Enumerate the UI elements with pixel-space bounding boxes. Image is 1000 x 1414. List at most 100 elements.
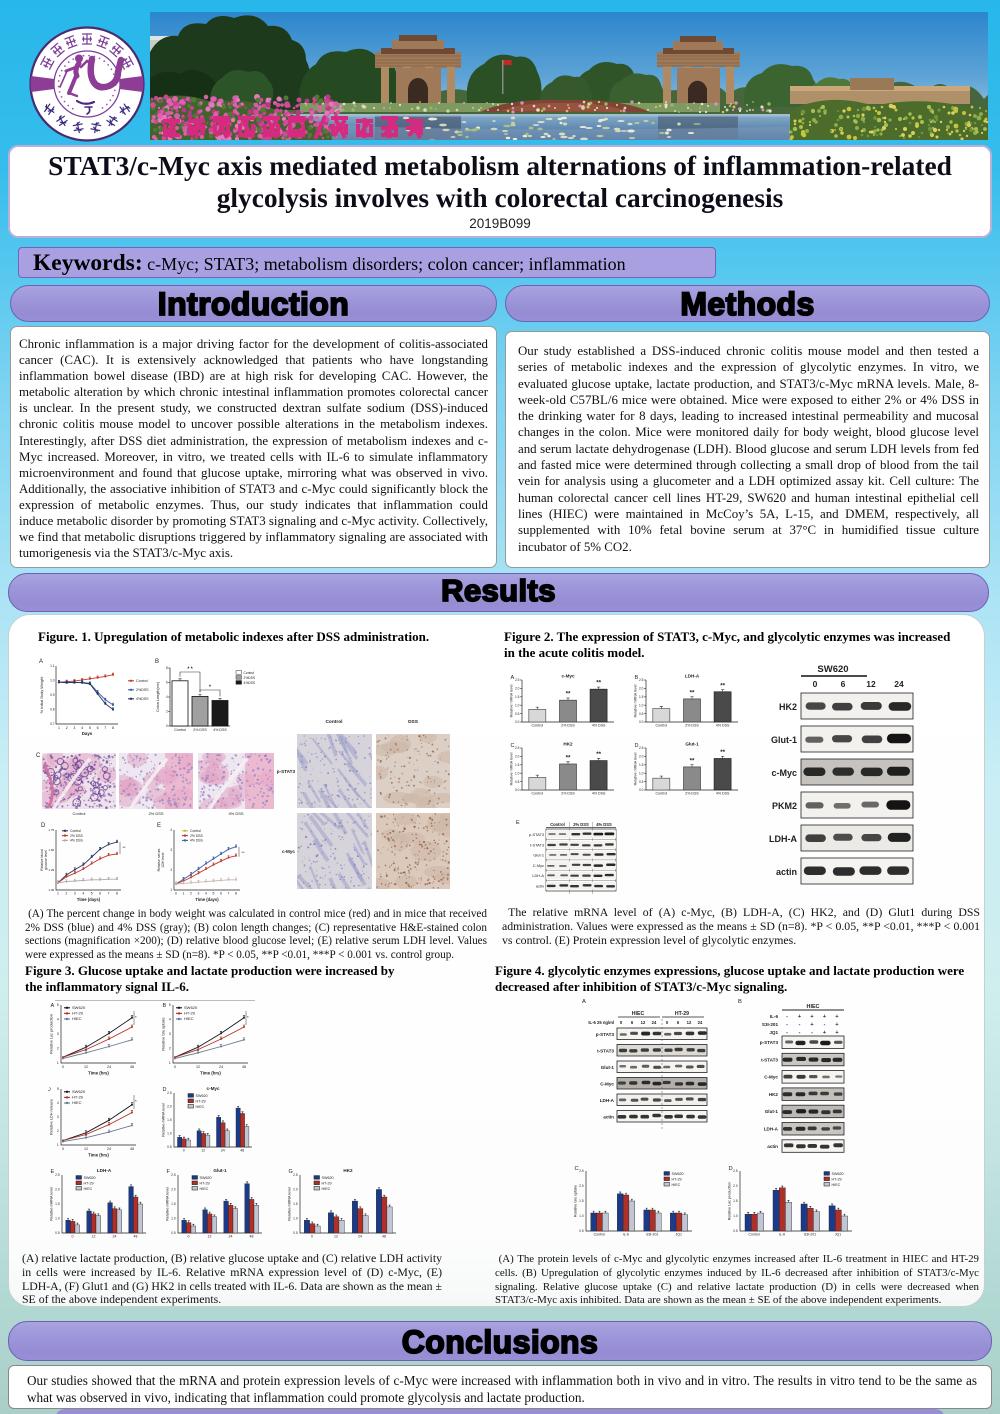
svg-text:2: 2 (169, 1047, 171, 1051)
svg-text:SW620: SW620 (817, 664, 848, 675)
svg-text:C-Myc: C-Myc (533, 863, 544, 868)
svg-text:Relative Glu uptake: Relative Glu uptake (162, 1017, 166, 1050)
svg-text:Relative mRNA level: Relative mRNA level (162, 1103, 166, 1137)
svg-text:t-STAT3: t-STAT3 (597, 1049, 614, 1054)
svg-text:12: 12 (84, 1147, 88, 1151)
svg-text:SW620: SW620 (196, 1094, 208, 1098)
svg-text:24: 24 (113, 1234, 117, 1238)
svg-text:0.5: 0.5 (579, 1229, 584, 1233)
svg-text:3: 3 (170, 848, 172, 852)
svg-text:1.00: 1.00 (48, 888, 54, 892)
svg-text:48: 48 (242, 1065, 246, 1069)
svg-text:1.5: 1.5 (167, 1118, 172, 1122)
svg-text:Glut-1: Glut-1 (213, 1168, 227, 1173)
svg-text:actin: actin (776, 867, 797, 877)
svg-text:12: 12 (641, 1020, 646, 1025)
svg-text:HIEC: HIEC (632, 1011, 645, 1017)
svg-text:t-STAT3: t-STAT3 (530, 842, 544, 847)
svg-text:1.0: 1.0 (639, 703, 644, 707)
svg-text:2.0: 2.0 (167, 1105, 172, 1109)
svg-text:3: 3 (57, 1115, 59, 1119)
svg-text:6: 6 (841, 679, 846, 689)
svg-text:HT-29: HT-29 (322, 1181, 332, 1185)
svg-text:p-STAT3: p-STAT3 (760, 1040, 779, 1045)
svg-text:c-Myc: c-Myc (206, 1086, 219, 1091)
svg-text:Glut-1: Glut-1 (685, 742, 699, 747)
svg-text:0.8: 0.8 (50, 708, 55, 712)
svg-text:12: 12 (687, 1020, 692, 1025)
svg-text:0: 0 (166, 724, 168, 728)
svg-text:4% DSS: 4% DSS (592, 792, 606, 796)
svg-text:3: 3 (198, 892, 200, 896)
svg-text:D: D (635, 743, 639, 749)
svg-text:6: 6 (99, 892, 101, 896)
svg-text:p-STAT3: p-STAT3 (529, 832, 544, 837)
svg-text:4% DSS: 4% DSS (190, 839, 204, 843)
svg-text:**: ** (690, 689, 695, 696)
svg-text:6: 6 (97, 726, 99, 730)
svg-text:24: 24 (698, 1020, 703, 1025)
svg-text:2% DSS: 2% DSS (573, 822, 589, 827)
svg-text:2.5: 2.5 (293, 1173, 298, 1177)
svg-text:Relative Lac production: Relative Lac production (50, 1014, 54, 1054)
svg-text:4: 4 (82, 892, 84, 896)
svg-text:48: 48 (240, 1148, 244, 1152)
svg-text:5: 5 (57, 1087, 59, 1091)
svg-text:Control: Control (73, 811, 86, 816)
svg-text:6: 6 (677, 1020, 680, 1025)
svg-text:48: 48 (382, 1234, 386, 1238)
svg-text:t-STAT3: t-STAT3 (761, 1057, 778, 1062)
svg-text:24: 24 (107, 1147, 111, 1151)
svg-text:0.5: 0.5 (733, 1229, 738, 1233)
svg-text:2.0: 2.0 (171, 1188, 176, 1192)
svg-text:HT-29: HT-29 (675, 1011, 689, 1017)
svg-text:C: C (511, 743, 515, 749)
svg-text:0: 0 (620, 1020, 623, 1025)
svg-text:Relative mRNA level: Relative mRNA level (510, 684, 514, 717)
svg-text:-: - (811, 1030, 813, 1036)
svg-text:IL-6: IL-6 (770, 1014, 779, 1019)
svg-text:E: E (51, 1169, 55, 1175)
svg-text:**: ** (566, 754, 571, 761)
svg-text:-: - (786, 1022, 788, 1028)
svg-text:Control: Control (594, 1232, 606, 1236)
svg-text:SW620: SW620 (672, 1172, 684, 1176)
svg-text:**: ** (566, 691, 571, 698)
svg-text:4: 4 (57, 1018, 59, 1022)
svg-text:E: E (516, 820, 520, 826)
svg-text:c-Myc: c-Myc (282, 849, 295, 854)
svg-text:2.0: 2.0 (293, 1188, 298, 1192)
svg-text:1: 1 (170, 888, 172, 892)
svg-text:1.25: 1.25 (48, 868, 54, 872)
svg-text:1.1: 1.1 (50, 664, 55, 668)
svg-text:2% DSS: 2% DSS (148, 811, 163, 816)
svg-text:0: 0 (666, 1020, 669, 1025)
svg-text:0.5: 0.5 (55, 1231, 60, 1235)
svg-text:2.5: 2.5 (639, 678, 644, 682)
svg-text:1.0: 1.0 (293, 1217, 298, 1221)
svg-text:Control: Control (656, 792, 668, 796)
svg-text:G: G (289, 1169, 293, 1175)
svg-text:4%DSS: 4%DSS (136, 697, 149, 701)
svg-text:**: ** (123, 845, 127, 850)
svg-text:Relative Lac production: Relative Lac production (728, 1182, 732, 1221)
svg-text:12: 12 (201, 1148, 205, 1152)
svg-text:1.5: 1.5 (515, 763, 520, 767)
svg-text:2.5: 2.5 (639, 746, 644, 750)
svg-text:0.5: 0.5 (515, 712, 520, 716)
svg-text:4% DSS: 4% DSS (716, 724, 730, 728)
svg-text:0: 0 (813, 679, 818, 689)
svg-text:HT-29: HT-29 (84, 1181, 94, 1185)
svg-text:HIEC: HIEC (807, 1004, 820, 1010)
svg-text:24: 24 (107, 1065, 111, 1069)
svg-text:Relative blood: Relative blood (40, 849, 44, 871)
svg-text:Days: Days (82, 731, 93, 736)
svg-text:Relative LDH release: Relative LDH release (50, 1099, 54, 1135)
svg-text:HT-29: HT-29 (672, 1177, 682, 1181)
svg-text:C-Myc: C-Myc (600, 1082, 614, 1087)
svg-text:2% DSS: 2% DSS (70, 834, 84, 838)
svg-text:LDH level: LDH level (161, 852, 165, 867)
svg-text:1.5: 1.5 (55, 1202, 60, 1206)
svg-text:2: 2 (170, 868, 172, 872)
svg-text:2.0: 2.0 (639, 687, 644, 691)
